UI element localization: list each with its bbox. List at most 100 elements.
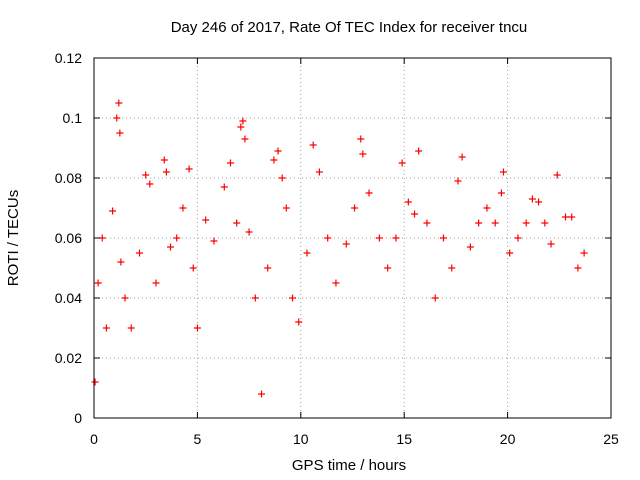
data-point <box>146 180 154 188</box>
data-point <box>423 219 431 227</box>
data-point <box>359 150 367 158</box>
data-point <box>173 234 181 242</box>
data-point <box>109 207 117 215</box>
data-points <box>91 99 588 398</box>
data-point <box>365 189 373 197</box>
data-point <box>258 390 266 398</box>
data-point <box>568 213 576 221</box>
data-point <box>431 294 439 302</box>
data-point <box>94 279 102 287</box>
data-point <box>102 324 110 332</box>
data-point <box>309 141 317 149</box>
x-tick-label: 5 <box>194 431 202 447</box>
data-point <box>282 204 290 212</box>
data-point <box>454 177 462 185</box>
data-point <box>553 171 561 179</box>
data-point <box>562 213 570 221</box>
data-point <box>357 135 365 143</box>
grid-lines <box>94 58 611 418</box>
data-point <box>210 237 218 245</box>
data-point <box>113 114 121 122</box>
data-point <box>404 198 412 206</box>
data-point <box>220 183 228 191</box>
data-point <box>499 168 507 176</box>
y-tick-label: 0.06 <box>55 230 82 246</box>
x-tick-label: 15 <box>396 431 412 447</box>
data-point <box>535 198 543 206</box>
data-point <box>392 234 400 242</box>
chart-title: Day 246 of 2017, Rate Of TEC Index for r… <box>171 19 528 36</box>
y-tick-label: 0.02 <box>55 350 82 366</box>
data-point <box>226 159 234 167</box>
data-point <box>239 117 247 125</box>
data-point <box>398 159 406 167</box>
data-point <box>167 243 175 251</box>
data-point <box>241 135 249 143</box>
data-point <box>475 219 483 227</box>
data-point <box>233 219 241 227</box>
y-axis-label: ROTI / TECUs <box>5 190 22 286</box>
data-point <box>245 228 253 236</box>
data-point <box>514 234 522 242</box>
data-point <box>193 324 201 332</box>
data-point <box>506 249 514 257</box>
data-point <box>375 234 383 242</box>
data-point <box>115 99 123 107</box>
x-axis-label: GPS time / hours <box>292 457 406 474</box>
data-point <box>351 204 359 212</box>
data-point <box>278 174 286 182</box>
x-tick-label: 0 <box>90 431 98 447</box>
data-point <box>342 240 350 248</box>
x-tick-label: 20 <box>500 431 516 447</box>
data-point <box>580 249 588 257</box>
data-point <box>135 249 143 257</box>
data-point <box>202 216 210 224</box>
data-point <box>162 168 170 176</box>
data-point <box>541 219 549 227</box>
data-point <box>264 264 272 272</box>
data-point <box>324 234 332 242</box>
data-point <box>384 264 392 272</box>
axis-ticks <box>93 57 612 419</box>
data-point <box>483 204 491 212</box>
data-point <box>289 294 297 302</box>
x-axis-tick-labels: 0 5 10 15 20 25 <box>90 431 619 447</box>
data-point <box>116 129 124 137</box>
y-tick-label: 0.1 <box>63 110 83 126</box>
data-point <box>270 156 278 164</box>
data-point <box>415 147 423 155</box>
data-point <box>179 204 187 212</box>
y-tick-label: 0 <box>74 410 82 426</box>
x-tick-label: 25 <box>603 431 619 447</box>
y-tick-label: 0.04 <box>55 290 82 306</box>
data-point <box>251 294 259 302</box>
data-point <box>491 219 499 227</box>
data-point <box>160 156 168 164</box>
data-point <box>127 324 135 332</box>
data-point <box>522 219 530 227</box>
data-point <box>274 147 282 155</box>
data-point <box>189 264 197 272</box>
data-point <box>547 240 555 248</box>
data-point <box>458 153 466 161</box>
data-point <box>466 243 474 251</box>
data-point <box>121 294 129 302</box>
y-tick-label: 0.08 <box>55 170 82 186</box>
data-point <box>439 234 447 242</box>
data-point <box>237 123 245 131</box>
data-point <box>303 249 311 257</box>
data-point <box>332 279 340 287</box>
data-point <box>315 168 323 176</box>
data-point <box>185 165 193 173</box>
data-point <box>528 195 536 203</box>
y-axis-tick-labels: 0 0.02 0.04 0.06 0.08 0.1 0.12 <box>55 50 82 426</box>
data-point <box>152 279 160 287</box>
plot-frame <box>93 57 612 419</box>
data-point <box>142 171 150 179</box>
y-tick-label: 0.12 <box>55 50 82 66</box>
x-tick-label: 10 <box>293 431 309 447</box>
data-point <box>574 264 582 272</box>
data-point <box>91 378 99 386</box>
data-point <box>411 210 419 218</box>
